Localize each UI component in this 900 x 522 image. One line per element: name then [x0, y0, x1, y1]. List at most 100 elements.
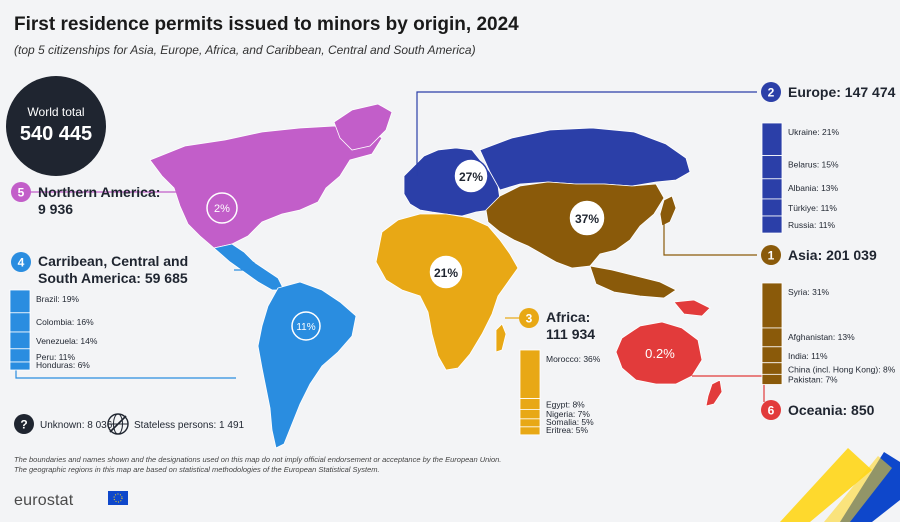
northern-america-label: 5 Northern America: 9 936: [11, 182, 160, 217]
country-share-label: Peru: 11%: [36, 352, 76, 362]
americas-label: 4 Carribean, Central and South America: …: [11, 252, 188, 286]
country-share-label: Morocco: 36%: [546, 354, 601, 364]
share-bar-segment: [761, 122, 783, 156]
share-bar-segment: [519, 398, 541, 410]
svg-text:11%: 11%: [296, 322, 315, 333]
country-share-label: Afghanistan: 13%: [788, 332, 855, 342]
russia-shape: [479, 127, 691, 191]
map-share-africa: 21%: [428, 254, 464, 290]
share-bar-segment: [761, 178, 783, 200]
svg-text:Northern America:: Northern America:: [38, 184, 160, 200]
madagascar-shape: [495, 323, 507, 353]
svg-text:Europe: 147 474: Europe: 147 474: [788, 84, 896, 100]
country-share-label: Somalia: 5%: [546, 417, 594, 427]
unknown-stat: ? Unknown: 8 036: [14, 414, 113, 434]
europe-bars: Ukraine: 21% Belarus: 15% Albania: 13% Türk…: [761, 122, 839, 234]
eu-flag-icon: [108, 491, 128, 505]
svg-text:Unknown: 8 036: Unknown: 8 036: [40, 420, 113, 431]
share-bar-segment: [9, 331, 31, 350]
map-share-asia: 37%: [568, 199, 606, 237]
svg-text:1: 1: [768, 249, 775, 263]
svg-text:0.2%: 0.2%: [645, 346, 675, 361]
svg-text:5: 5: [18, 186, 25, 200]
share-bar-segment: [761, 362, 783, 375]
world-total-badge: World total 540 445: [6, 76, 106, 176]
share-bar-segment: [9, 289, 31, 314]
americas-bars: Brazil: 19% Colombia: 16% Venezuela: 14% Pe…: [9, 289, 98, 371]
svg-text:2: 2: [768, 86, 775, 100]
africa-bars: Morocco: 36% Egypt: 8%Nigeria: 7%Somalia:…: [519, 349, 601, 436]
country-share-label: Eritrea: 5%: [546, 425, 588, 435]
disclaimer-line-2: The geographic regions in this map are b…: [14, 465, 380, 474]
share-bar-segment: [519, 418, 541, 428]
new-guinea-shape: [673, 299, 711, 317]
svg-text:9 936: 9 936: [38, 201, 73, 217]
svg-text:Africa:: Africa:: [546, 309, 590, 325]
share-bar-segment: [9, 361, 31, 371]
country-share-label: Russia: 11%: [788, 220, 836, 230]
svg-text:27%: 27%: [459, 170, 483, 184]
country-share-label: Egypt: 8%: [546, 399, 585, 409]
stateless-stat: Stateless persons: 1 491: [107, 413, 245, 435]
svg-text:Stateless persons: 1 491: Stateless persons: 1 491: [134, 420, 245, 431]
europe-label: 2 Europe: 147 474: [761, 82, 896, 102]
disclaimer-line-1: The boundaries and names shown and the d…: [14, 455, 502, 464]
map-share-oceania: 0.2%: [645, 346, 675, 361]
new-zealand-shape: [705, 379, 723, 407]
country-share-label: Belarus: 15%: [788, 160, 839, 170]
svg-text:6: 6: [768, 404, 775, 418]
share-bar-segment: [9, 312, 31, 333]
share-bar-segment: [761, 346, 783, 364]
svg-text:540 445: 540 445: [20, 123, 92, 145]
share-bar-segment: [761, 155, 783, 180]
svg-text:Carribean, Central and: Carribean, Central and: [38, 253, 188, 269]
country-share-label: Nigeria: 7%: [546, 409, 590, 419]
central-america-shape: [213, 243, 285, 291]
eu-ribbon-decoration: [780, 448, 900, 522]
map-share-americas: 11%: [291, 311, 321, 341]
country-share-label: China (incl. Hong Kong): 8%: [788, 364, 896, 374]
asia-bars: Syria: 31% Afghanistan: 13% India: 11% Chin…: [761, 282, 896, 385]
share-bar-segment: [761, 198, 783, 217]
country-share-label: Pakistan: 7%: [788, 375, 838, 385]
page-title: First residence permits issued to minors…: [14, 14, 519, 35]
country-share-label: Honduras: 6%: [36, 360, 90, 370]
stateless-globe-icon: [107, 413, 129, 435]
svg-text:21%: 21%: [434, 266, 458, 280]
country-share-label: Ukraine: 21%: [788, 127, 839, 137]
africa-shape: [375, 213, 519, 371]
svg-text:South America: 59 685: South America: 59 685: [38, 270, 188, 286]
svg-text:2%: 2%: [214, 203, 230, 215]
share-bar-segment: [519, 349, 541, 399]
share-bar-segment: [761, 215, 783, 234]
africa-label: 3 Africa: 111 934: [519, 308, 595, 342]
question-icon: [14, 414, 34, 434]
country-share-label: Brazil: 19%: [36, 294, 79, 304]
map-share-northern-america: 2%: [206, 192, 238, 224]
country-share-label: Türkiye: 11%: [788, 203, 837, 213]
country-share-label: India: 11%: [788, 351, 828, 361]
japan-shape: [659, 195, 677, 227]
svg-text:Asia: 201 039: Asia: 201 039: [788, 247, 877, 263]
share-bar-segment: [519, 426, 541, 436]
oceania-label: 6 Oceania: 850: [761, 400, 875, 420]
country-share-label: Colombia: 16%: [36, 317, 94, 327]
svg-text:111 934: 111 934: [546, 326, 595, 342]
svg-text:3: 3: [526, 312, 533, 326]
share-bar-segment: [761, 282, 783, 329]
svg-text:Oceania: 850: Oceania: 850: [788, 402, 875, 418]
svg-text:4: 4: [18, 256, 25, 270]
map-share-europe: 27%: [453, 158, 489, 194]
asia-label: 1 Asia: 201 039: [761, 245, 877, 265]
northern-america-shape: [149, 125, 383, 249]
greenland-shape: [333, 103, 393, 151]
share-bar-segment: [519, 408, 541, 420]
country-share-label: Albania: 13%: [788, 183, 839, 193]
southeast-asia-shape: [589, 265, 677, 299]
svg-text:37%: 37%: [575, 212, 599, 226]
share-bar-segment: [761, 327, 783, 348]
svg-text:World total: World total: [27, 105, 84, 119]
eurostat-logo: eurostat: [14, 492, 74, 509]
